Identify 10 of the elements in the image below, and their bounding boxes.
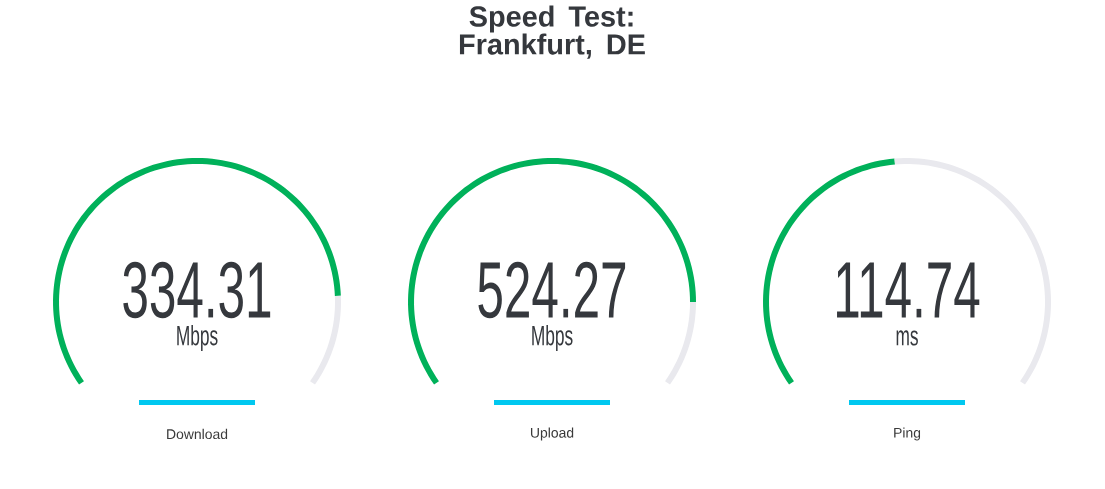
text: Mbps (177, 324, 218, 351)
text: Download (167, 428, 228, 440)
text: Mbps (532, 324, 573, 351)
text: 114.74 (837, 262, 980, 318)
text: 524.27 (478, 261, 626, 319)
text: Ping (894, 427, 921, 441)
text: 334.31 (123, 261, 271, 319)
text: Upload (530, 427, 574, 441)
chart-title: Speed Test: Frankfurt, DE (459, 5, 645, 59)
text: ms (896, 330, 918, 346)
